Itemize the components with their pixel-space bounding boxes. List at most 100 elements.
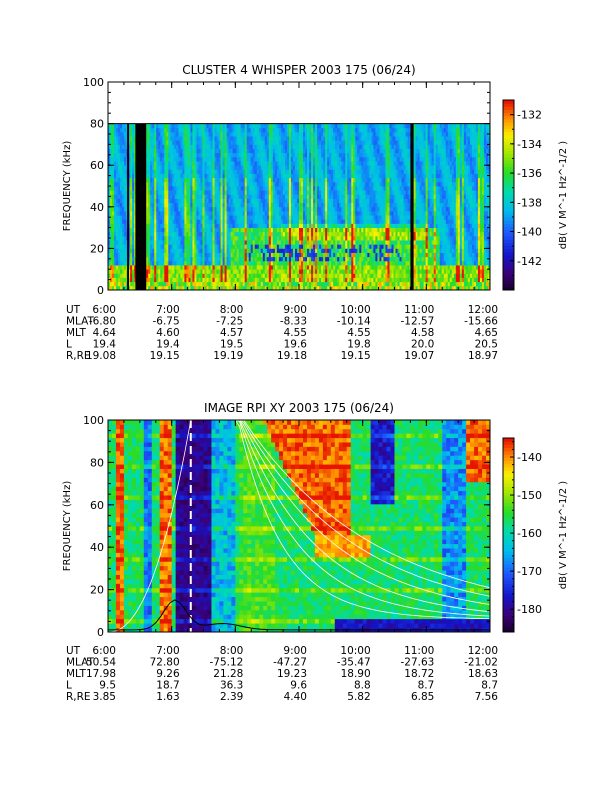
colorbar-cell bbox=[503, 138, 514, 142]
colorbar-cell bbox=[503, 264, 514, 269]
colorbar-frame bbox=[502, 99, 515, 291]
ephemeris-value: 72.80 bbox=[150, 657, 180, 669]
ephemeris-value: 4.40 bbox=[284, 691, 307, 703]
colorbar-cell bbox=[503, 198, 514, 202]
colorbar-cell bbox=[503, 622, 514, 626]
colorbar-cell bbox=[503, 245, 514, 250]
x-axis bbox=[107, 82, 491, 290]
ephemeris-value: -8.33 bbox=[280, 316, 307, 328]
ephemeris-value: 18.90 bbox=[341, 668, 371, 680]
ephemeris-value: 19.18 bbox=[277, 350, 307, 362]
ephemeris-value: 9.5 bbox=[99, 680, 116, 692]
ephemeris-value: 10:00 bbox=[340, 304, 370, 316]
ephemeris-value: 8:00 bbox=[220, 304, 244, 316]
y-tick-label: 0 bbox=[97, 284, 104, 297]
colorbar-cell bbox=[503, 560, 514, 565]
colorbar-cell bbox=[503, 467, 514, 471]
ephemeris-value: -10.14 bbox=[337, 316, 371, 328]
ephemeris-value: 19.23 bbox=[277, 668, 307, 680]
colorbar-cell bbox=[503, 509, 514, 513]
colorbar-cell bbox=[503, 489, 514, 494]
colorbar-cell bbox=[503, 480, 514, 484]
spectrogram-image bbox=[108, 123, 491, 291]
colorbar-cell bbox=[503, 166, 514, 171]
colorbar-cell bbox=[503, 470, 514, 474]
colorbar-tick-label: -170 bbox=[517, 565, 542, 578]
colorbar-cell bbox=[503, 204, 514, 209]
colorbar-cell bbox=[503, 283, 514, 288]
spectrogram-panel-1: CLUSTER 4 WHISPER 2003 175 (06/24) 0 20 40 6… bbox=[62, 63, 569, 362]
colorbar-cell bbox=[503, 538, 514, 542]
ephemeris-value: -15.66 bbox=[464, 316, 498, 328]
colorbar-cell bbox=[503, 541, 514, 546]
colorbar-tick-label: -132 bbox=[517, 109, 542, 122]
colorbar-tick-label: -140 bbox=[517, 226, 542, 239]
colorbar: -140 -150 -160 -170 -180 dB( V M^-1 Hz^-1/2 ) bbox=[502, 437, 569, 633]
colorbar-cell bbox=[503, 557, 514, 562]
colorbar-cell bbox=[503, 505, 514, 510]
ephemeris-value: 6:00 bbox=[92, 645, 116, 657]
ephemeris-value: -7.25 bbox=[216, 316, 243, 328]
colorbar-cell bbox=[503, 214, 514, 218]
x-axis bbox=[107, 420, 491, 632]
colorbar-cell bbox=[503, 179, 514, 183]
colorbar-cell bbox=[503, 535, 514, 539]
colorbar-cell bbox=[503, 570, 514, 575]
ephemeris-value: 4.58 bbox=[411, 327, 434, 339]
colorbar-cell bbox=[503, 274, 514, 278]
colorbar-cell bbox=[503, 522, 514, 526]
ephemeris-value: 8.8 bbox=[354, 680, 371, 692]
colorbar-tick-label: -140 bbox=[517, 451, 542, 464]
colorbar-cell bbox=[503, 119, 514, 123]
ephemeris-table: UT 6:00 7:00 8:00 9:00 10:00 11:00 12:00MLAT-6.… bbox=[66, 304, 498, 362]
colorbar-cell bbox=[503, 258, 514, 262]
ephemeris-value: 19.5 bbox=[220, 339, 243, 351]
ephemeris-value: -21.02 bbox=[464, 657, 498, 669]
colorbar-cell bbox=[503, 589, 514, 594]
colorbar-cell bbox=[503, 586, 514, 591]
colorbar-cell bbox=[503, 172, 514, 177]
ephemeris-value: 17.98 bbox=[86, 668, 116, 680]
colorbar-cell bbox=[503, 207, 514, 212]
colorbar-cell bbox=[503, 217, 514, 221]
colorbar-cell bbox=[503, 271, 514, 275]
ephemeris-label: UT bbox=[66, 645, 81, 657]
ephemeris-table: UT 6:00 7:00 8:00 9:00 10:00 11:00 12:00 MLAT50.… bbox=[66, 645, 498, 703]
ephemeris-value: 11:00 bbox=[404, 645, 434, 657]
overlay-curve-left bbox=[107, 419, 192, 633]
colorbar-cell bbox=[503, 122, 514, 126]
colorbar-tick-label: -160 bbox=[517, 527, 542, 540]
ephemeris-value: 6.85 bbox=[411, 691, 434, 703]
data-gap-2 bbox=[135, 123, 147, 290]
colorbar-cell bbox=[503, 577, 514, 581]
ephemeris-value: 4.55 bbox=[284, 327, 307, 339]
colorbar-cell bbox=[503, 476, 514, 481]
y-tick-label: 80 bbox=[90, 118, 104, 131]
ephemeris-value: -35.47 bbox=[337, 657, 371, 669]
colorbar-cell bbox=[503, 233, 514, 237]
ephemeris-value: 36.3 bbox=[220, 680, 243, 692]
ephemeris-value: 4.60 bbox=[156, 327, 179, 339]
colorbar-cell bbox=[503, 612, 514, 617]
colorbar-cell bbox=[503, 609, 514, 613]
overlay-curve-3 bbox=[235, 419, 491, 613]
chart-title: IMAGE RPI XY 2003 175 (06/24) bbox=[204, 401, 394, 415]
colorbar-cell bbox=[503, 551, 514, 555]
colorbar-cell bbox=[503, 593, 514, 597]
ephemeris-label: R,RE bbox=[66, 350, 91, 362]
colorbar-cell bbox=[503, 473, 514, 478]
colorbar-cell bbox=[503, 103, 514, 107]
colorbar-cell bbox=[503, 450, 514, 455]
colorbar-cell bbox=[503, 486, 514, 491]
colorbar-cell bbox=[503, 242, 514, 247]
colorbar-cell bbox=[503, 115, 514, 120]
overlay-curve-1 bbox=[234, 419, 491, 619]
ephemeris-label: MLAT bbox=[66, 657, 95, 669]
colorbar-cell bbox=[503, 210, 514, 215]
overlay-curve-4 bbox=[235, 419, 491, 605]
ephemeris-value: 9:00 bbox=[283, 645, 307, 657]
ephemeris-value: 18.97 bbox=[468, 350, 498, 362]
ephemeris-value: 20.0 bbox=[411, 339, 434, 351]
colorbar-cell bbox=[503, 239, 514, 243]
colorbar-cell bbox=[503, 229, 514, 234]
